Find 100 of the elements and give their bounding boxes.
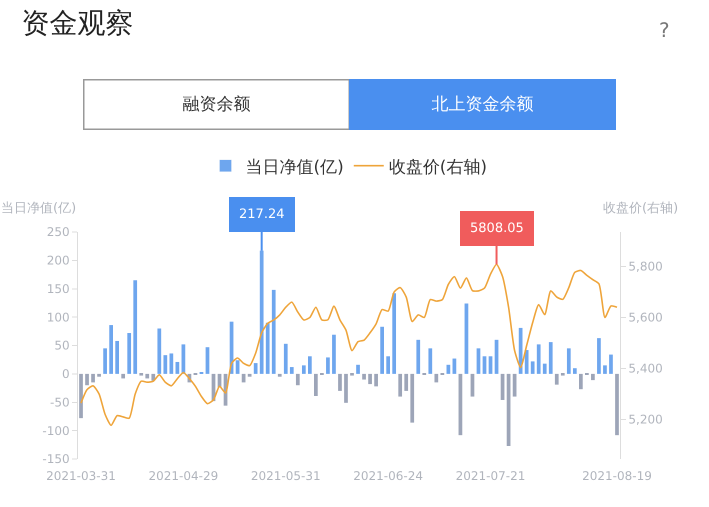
- bar: [127, 333, 132, 374]
- bar: [85, 374, 89, 386]
- bar: [206, 347, 210, 374]
- bar: [542, 364, 547, 374]
- bar: [176, 362, 180, 374]
- bar: [169, 353, 174, 374]
- bar: [260, 250, 264, 374]
- bar: [374, 374, 378, 386]
- x-tick-label: 2021-07-21: [456, 469, 526, 483]
- bar: [109, 325, 113, 374]
- bar: [308, 356, 312, 374]
- text: 融资余额: [182, 94, 250, 114]
- y2-tick-label: 5,600: [628, 310, 663, 325]
- bar: [314, 374, 318, 396]
- x-tick-label: 2021-05-31: [250, 469, 321, 483]
- bar: [524, 350, 529, 374]
- bar: [332, 334, 336, 374]
- data-label: 217.24: [239, 207, 284, 222]
- bar: [236, 360, 240, 374]
- bar: [302, 365, 306, 374]
- bar: [362, 374, 366, 380]
- bar: [548, 342, 553, 374]
- text: 北上资金余额: [432, 94, 534, 114]
- bar: [290, 367, 294, 374]
- bar: [464, 304, 468, 374]
- bar: [536, 344, 541, 374]
- y-tick-label: -100: [42, 424, 70, 438]
- y2-axis-title: 收盘价(右轴): [603, 201, 678, 216]
- bar: [133, 280, 138, 374]
- bar: [356, 364, 360, 374]
- bar: [560, 373, 565, 376]
- bar: [470, 374, 474, 397]
- bar: [296, 374, 300, 386]
- bar: [597, 338, 601, 374]
- bar: [121, 374, 126, 378]
- legend-label: 收盘价(右轴): [388, 157, 488, 178]
- bar: [482, 356, 486, 374]
- bar: [410, 374, 414, 423]
- bar: [157, 328, 162, 374]
- bar: [494, 340, 498, 374]
- x-tick-label: 2021-08-19: [582, 469, 652, 483]
- bar: [554, 374, 559, 385]
- bar: [344, 374, 348, 403]
- bar: [609, 354, 613, 374]
- bar: [591, 374, 595, 380]
- bar: [230, 322, 234, 374]
- bar: [506, 374, 510, 446]
- bar: [458, 374, 462, 436]
- data-label: 5808.05: [470, 221, 524, 236]
- bar: [603, 365, 607, 374]
- bar: [530, 361, 535, 374]
- x-tick-label: 2021-03-31: [46, 469, 116, 483]
- bar: [416, 340, 420, 374]
- bar: [446, 364, 450, 374]
- bar: [392, 293, 396, 374]
- y-tick-label: 150: [46, 282, 70, 296]
- y2-tick-label: 5,400: [628, 362, 663, 376]
- y-tick-label: 250: [46, 225, 70, 240]
- bar: [476, 348, 480, 374]
- y-tick-label: 100: [46, 310, 70, 324]
- bar: [272, 290, 276, 374]
- bar: [284, 344, 288, 374]
- y-tick-label: 0: [62, 367, 70, 382]
- bar: [398, 374, 402, 397]
- bar: [139, 373, 144, 376]
- bar: [572, 368, 577, 374]
- y-tick-label: -50: [50, 395, 70, 410]
- bar: [103, 348, 107, 374]
- bar: [242, 374, 246, 382]
- bar: [404, 374, 408, 391]
- y-tick-label: 50: [54, 338, 70, 353]
- bar: [500, 374, 504, 400]
- bar: [428, 348, 432, 374]
- bar: [212, 374, 216, 402]
- y-tick-label: 200: [46, 254, 70, 268]
- bar: [578, 374, 583, 390]
- bar: [79, 374, 83, 418]
- bar: [182, 344, 186, 374]
- bar: [434, 374, 438, 382]
- x-tick-label: 2021-04-29: [148, 469, 218, 483]
- bar: [338, 374, 342, 391]
- y2-tick-label: 5,800: [628, 260, 663, 274]
- text: ?: [659, 18, 670, 42]
- y2-tick-label: 5,200: [628, 412, 663, 427]
- bar: [266, 322, 270, 374]
- bar: [566, 348, 571, 374]
- bar: [512, 374, 516, 397]
- bar: [615, 374, 619, 436]
- bar: [91, 374, 95, 382]
- bar: [163, 355, 168, 374]
- y-tick-label: -150: [42, 452, 70, 466]
- bar: [368, 374, 372, 384]
- chart-title: 资金观察: [21, 6, 134, 40]
- x-tick-label: 2021-06-24: [353, 469, 424, 483]
- bar: [254, 363, 258, 374]
- bar: [380, 326, 384, 374]
- bar: [145, 374, 150, 378]
- bar: [97, 374, 101, 377]
- legend-label: 当日净值(亿): [246, 157, 344, 178]
- bar: [115, 340, 120, 374]
